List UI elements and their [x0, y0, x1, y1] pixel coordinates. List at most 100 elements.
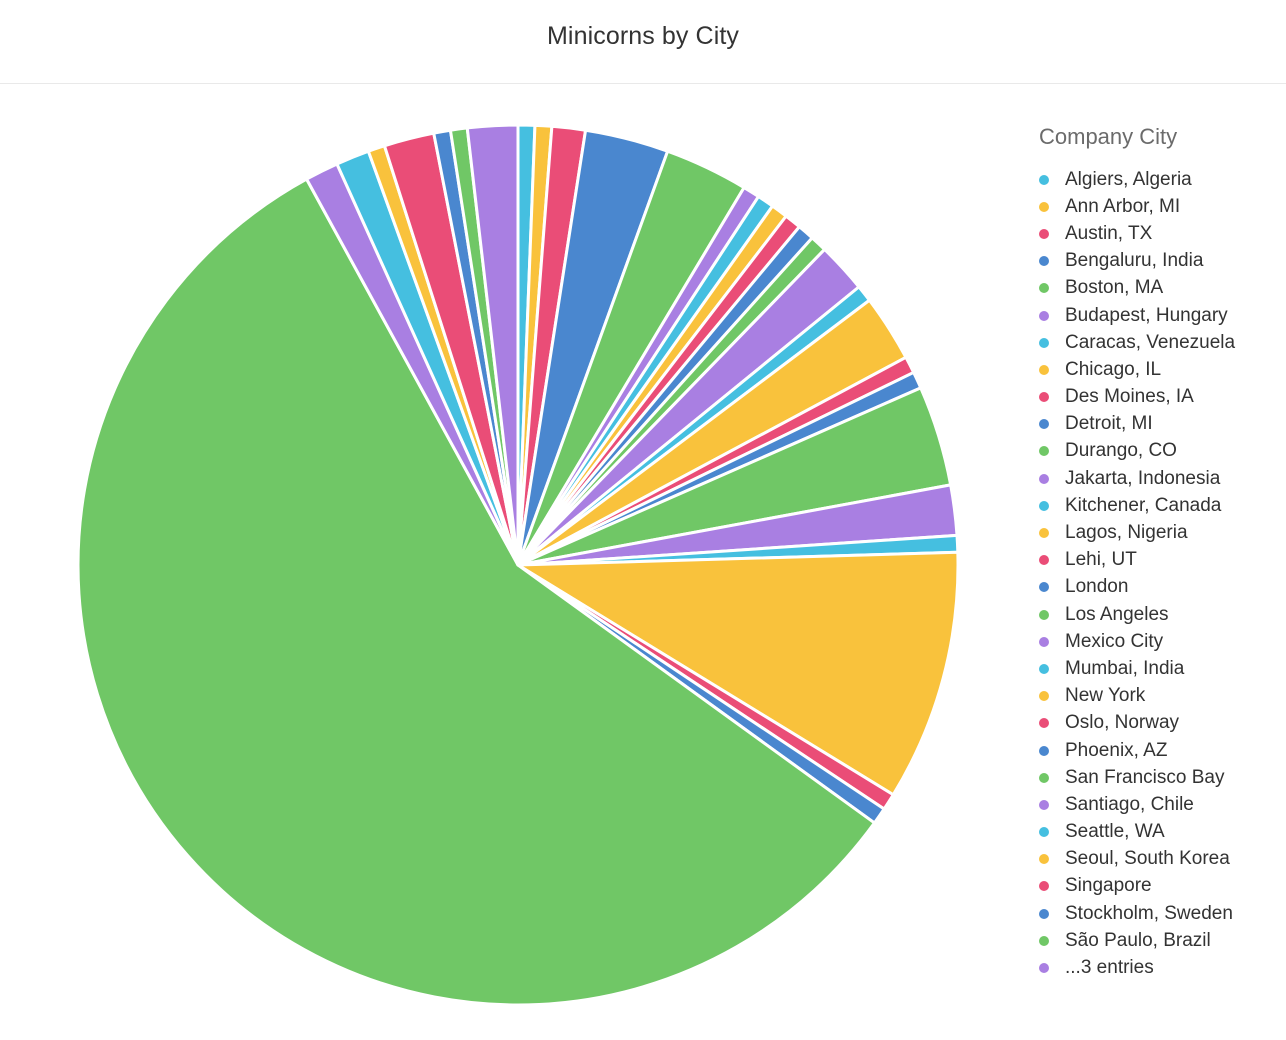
- legend-item-8[interactable]: Des Moines, IA: [1039, 384, 1279, 411]
- legend-item-24[interactable]: Seattle, WA: [1039, 819, 1279, 846]
- legend-label: Chicago, IL: [1065, 358, 1162, 380]
- legend-dot-icon: [1039, 337, 1049, 348]
- pie-chart-area: [0, 84, 1000, 1040]
- legend-label: Singapore: [1065, 875, 1152, 897]
- legend-dot-icon: [1039, 446, 1049, 457]
- legend-item-19[interactable]: New York: [1039, 683, 1279, 710]
- legend-item-17[interactable]: Mexico City: [1039, 628, 1279, 655]
- legend-item-2[interactable]: Austin, TX: [1039, 220, 1279, 247]
- legend-label: Caracas, Venezuela: [1065, 331, 1236, 353]
- legend-dot-icon: [1039, 908, 1049, 919]
- chart-header: Minicorns by City: [0, 0, 1286, 84]
- legend-dot-icon: [1039, 636, 1049, 647]
- legend-label: Mumbai, India: [1065, 657, 1185, 679]
- legend-label: Santiago, Chile: [1065, 793, 1194, 815]
- legend-item-18[interactable]: Mumbai, India: [1039, 655, 1279, 682]
- legend-item-0[interactable]: Algiers, Algeria: [1039, 166, 1279, 193]
- legend-item-13[interactable]: Lagos, Nigeria: [1039, 519, 1279, 546]
- legend-label: Lagos, Nigeria: [1065, 522, 1188, 544]
- legend-item-14[interactable]: Lehi, UT: [1039, 547, 1279, 574]
- legend-label: Algiers, Algeria: [1065, 168, 1192, 190]
- legend-dot-icon: [1039, 663, 1049, 674]
- pie-slice-29[interactable]: [465, 123, 520, 567]
- legend-dot-icon: [1039, 609, 1049, 620]
- legend-dot-icon: [1039, 799, 1049, 810]
- legend-dot-icon: [1039, 718, 1049, 729]
- legend-label: New York: [1065, 685, 1146, 707]
- legend-item-26[interactable]: Singapore: [1039, 873, 1279, 900]
- legend-dot-icon: [1039, 364, 1049, 375]
- legend-item-21[interactable]: Phoenix, AZ: [1039, 737, 1279, 764]
- legend-item-27[interactable]: Stockholm, Sweden: [1039, 900, 1279, 927]
- legend-dot-icon: [1039, 555, 1049, 566]
- pie-chart: [76, 123, 960, 1007]
- legend-label: Des Moines, IA: [1065, 386, 1194, 408]
- legend-label: Stockholm, Sweden: [1065, 902, 1233, 924]
- legend-title: Company City: [1039, 124, 1178, 149]
- legend-dot-icon: [1039, 256, 1049, 267]
- legend-dot-icon: [1039, 283, 1049, 294]
- legend-item-22[interactable]: San Francisco Bay: [1039, 764, 1279, 791]
- legend-label: Oslo, Norway: [1065, 712, 1180, 734]
- legend-label: Ann Arbor, MI: [1065, 195, 1181, 217]
- legend-label: ...3 entries: [1065, 957, 1154, 979]
- legend-dot-icon: [1039, 174, 1049, 185]
- legend-dot-icon: [1039, 310, 1049, 321]
- pie-slice-19[interactable]: [516, 550, 960, 797]
- legend-item-23[interactable]: Santiago, Chile: [1039, 791, 1279, 818]
- legend-label: Bengaluru, India: [1065, 250, 1204, 272]
- legend-item-28[interactable]: São Paulo, Brazil: [1039, 927, 1279, 954]
- legend-item-29[interactable]: ...3 entries: [1039, 954, 1279, 981]
- legend-item-11[interactable]: Jakarta, Indonesia: [1039, 465, 1279, 492]
- legend-dot-icon: [1039, 392, 1049, 403]
- legend-dot-icon: [1039, 772, 1049, 783]
- pie-slice-22[interactable]: [76, 177, 876, 1007]
- legend-label: São Paulo, Brazil: [1065, 929, 1211, 951]
- legend-label: Phoenix, AZ: [1065, 739, 1168, 761]
- legend-label: Mexico City: [1065, 630, 1164, 652]
- legend-label: Seoul, South Korea: [1065, 848, 1230, 870]
- legend-label: Los Angeles: [1065, 603, 1169, 625]
- legend-item-20[interactable]: Oslo, Norway: [1039, 710, 1279, 737]
- legend-label: London: [1065, 576, 1129, 598]
- legend-label: Durango, CO: [1065, 440, 1177, 462]
- legend-dot-icon: [1039, 745, 1049, 756]
- legend-dot-icon: [1039, 201, 1049, 212]
- legend-dot-icon: [1039, 935, 1049, 946]
- legend-label: Budapest, Hungary: [1065, 304, 1228, 326]
- legend-dot-icon: [1039, 963, 1049, 974]
- legend-list: Algiers, Algeria Ann Arbor, MI Austin, TX B…: [1039, 166, 1279, 982]
- legend-item-10[interactable]: Durango, CO: [1039, 438, 1279, 465]
- legend-item-3[interactable]: Bengaluru, India: [1039, 248, 1279, 275]
- legend-item-1[interactable]: Ann Arbor, MI: [1039, 193, 1279, 220]
- legend-item-6[interactable]: Caracas, Venezuela: [1039, 329, 1279, 356]
- legend-label: Lehi, UT: [1065, 549, 1137, 571]
- legend-label: Boston, MA: [1065, 277, 1164, 299]
- legend-label: Detroit, MI: [1065, 413, 1153, 435]
- legend-item-7[interactable]: Chicago, IL: [1039, 356, 1279, 383]
- legend-item-16[interactable]: Los Angeles: [1039, 601, 1279, 628]
- legend-item-25[interactable]: Seoul, South Korea: [1039, 846, 1279, 873]
- legend-dot-icon: [1039, 528, 1049, 539]
- legend-dot-icon: [1039, 473, 1049, 484]
- legend-dot-icon: [1039, 854, 1049, 865]
- legend-label: Jakarta, Indonesia: [1065, 467, 1221, 489]
- legend-item-12[interactable]: Kitchener, Canada: [1039, 492, 1279, 519]
- legend-dot-icon: [1039, 419, 1049, 430]
- legend-dot-icon: [1039, 228, 1049, 239]
- legend-dot-icon: [1039, 691, 1049, 702]
- legend-label: Austin, TX: [1065, 222, 1153, 244]
- legend-item-5[interactable]: Budapest, Hungary: [1039, 302, 1279, 329]
- legend-item-15[interactable]: London: [1039, 574, 1279, 601]
- legend: Company City Algiers, Algeria Ann Arbor, …: [1039, 122, 1279, 982]
- legend-item-4[interactable]: Boston, MA: [1039, 275, 1279, 302]
- legend-item-9[interactable]: Detroit, MI: [1039, 411, 1279, 438]
- chart-title: Minicorns by City: [546, 22, 740, 50]
- legend-dot-icon: [1039, 827, 1049, 838]
- legend-dot-icon: [1039, 582, 1049, 593]
- legend-dot-icon: [1039, 881, 1049, 892]
- legend-dot-icon: [1039, 500, 1049, 511]
- legend-label: Kitchener, Canada: [1065, 494, 1222, 516]
- legend-label: San Francisco Bay: [1065, 766, 1225, 788]
- legend-label: Seattle, WA: [1065, 821, 1165, 843]
